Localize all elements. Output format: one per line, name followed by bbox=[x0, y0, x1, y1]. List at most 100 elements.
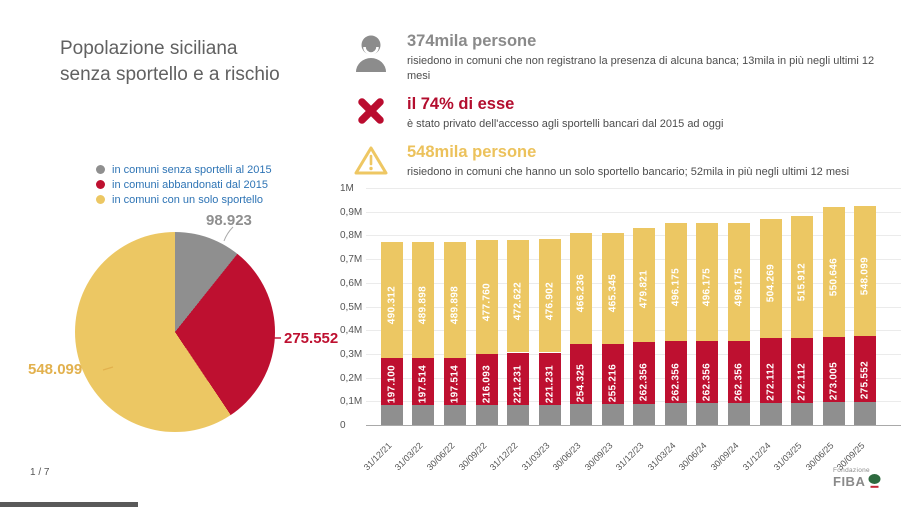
yellow-segment-value: 489.898 bbox=[417, 285, 429, 324]
red-segment-value: 221.231 bbox=[544, 364, 556, 403]
segment-senza-sportelli-2015 bbox=[854, 401, 877, 425]
pie-value-yellow: 548.099 bbox=[28, 361, 83, 378]
red-segment-value: 254.325 bbox=[575, 363, 587, 403]
yellow-segment-value: 489.898 bbox=[449, 285, 461, 324]
page-title-line1: Popolazione siciliana bbox=[60, 38, 238, 59]
yellow-segment-value: 479.821 bbox=[638, 270, 650, 309]
red-segment-value: 197.514 bbox=[449, 364, 461, 403]
y-axis-label: 0,7M bbox=[340, 254, 363, 266]
y-axis-label: 0 bbox=[340, 420, 346, 431]
x-icon bbox=[350, 95, 392, 132]
x-axis-line bbox=[366, 425, 901, 426]
legend-label: in comuni abbandonati dal 2015 bbox=[112, 178, 268, 191]
legend-dot bbox=[96, 180, 105, 189]
segment-senza-sportelli-2015 bbox=[791, 402, 814, 425]
red-segment-value: 272.112 bbox=[796, 362, 808, 401]
yellow-segment-value: 550.646 bbox=[828, 257, 840, 297]
segment-senza-sportelli-2015 bbox=[443, 404, 466, 425]
segment-abbandonati bbox=[412, 358, 435, 405]
segment-un-solo-sportello bbox=[443, 241, 466, 358]
red-segment-value: 262.356 bbox=[670, 362, 682, 402]
segment-abbandonati bbox=[759, 338, 782, 403]
legend-item: in comuni senza sportelli al 2015 bbox=[96, 162, 272, 177]
yellow-segment-value: 515.912 bbox=[796, 262, 808, 301]
y-axis-label: 0,9M bbox=[340, 206, 363, 218]
y-axis-label: 0,3M bbox=[340, 348, 363, 360]
bar-plot-area: 197.100 490.312 197.514 489.898 197.514 489.8… bbox=[366, 188, 901, 426]
red-segment-value: 221.231 bbox=[512, 364, 524, 403]
segment-un-solo-sportello bbox=[854, 206, 877, 337]
yellow-segment-value: 465.345 bbox=[607, 274, 619, 313]
y-axis-label: 0,4M bbox=[340, 325, 363, 337]
yellow-segment-value: 496.175 bbox=[670, 267, 682, 307]
red-segment-value: 262.356 bbox=[701, 362, 713, 402]
y-axis-label: 1M bbox=[340, 183, 354, 194]
pie-value-gray: 98.923 bbox=[206, 212, 252, 229]
segment-senza-sportelli-2015 bbox=[412, 404, 435, 425]
fiba-logo: Fondazione FIBA bbox=[833, 467, 881, 489]
stat-one-branch: 548mila persone risiedono in comuni che … bbox=[350, 143, 890, 180]
segment-senza-sportelli-2015 bbox=[538, 404, 561, 425]
segment-un-solo-sportello bbox=[696, 223, 719, 341]
yellow-segment-value: 496.175 bbox=[733, 267, 745, 307]
legend-dot bbox=[96, 195, 105, 204]
segment-senza-sportelli-2015 bbox=[601, 404, 624, 425]
segment-abbandonati bbox=[664, 341, 687, 404]
segment-un-solo-sportello bbox=[759, 218, 782, 339]
segment-abbandonati bbox=[443, 358, 466, 405]
segment-un-solo-sportello bbox=[538, 239, 561, 353]
segment-un-solo-sportello bbox=[822, 206, 845, 338]
page-indicator: 1 / 7 bbox=[30, 467, 50, 478]
red-segment-value: 197.514 bbox=[417, 364, 429, 403]
yellow-segment-value: 496.175 bbox=[701, 267, 713, 307]
yellow-segment-value: 476.902 bbox=[544, 281, 556, 320]
y-axis-label: 0,1M bbox=[340, 396, 363, 408]
yellow-segment-value: 466.236 bbox=[575, 274, 587, 313]
gridline bbox=[366, 188, 901, 189]
page-title: Popolazione siciliana senza sportello e … bbox=[60, 36, 280, 88]
segment-abbandonati bbox=[538, 352, 561, 405]
stat-heading: 548mila persone bbox=[407, 143, 537, 161]
segment-senza-sportelli-2015 bbox=[664, 403, 687, 425]
person-icon bbox=[350, 32, 392, 83]
y-axis-label: 0,5M bbox=[340, 301, 363, 313]
tree-icon bbox=[868, 474, 881, 488]
warning-icon bbox=[350, 143, 392, 180]
legend-label: in comuni con un solo sportello bbox=[112, 193, 264, 206]
yellow-segment-value: 548.099 bbox=[859, 257, 871, 296]
red-segment-value: 262.356 bbox=[733, 362, 745, 402]
segment-senza-sportelli-2015 bbox=[822, 402, 845, 425]
segment-abbandonati bbox=[822, 337, 845, 402]
segment-un-solo-sportello bbox=[570, 233, 593, 344]
page-title-line2: senza sportello e a rischio bbox=[60, 64, 280, 86]
legend-item: in comuni con un solo sportello bbox=[96, 192, 272, 207]
stat-deprived: il 74% di esse è stato privato dell'acce… bbox=[350, 95, 890, 132]
stat-no-bank: 374mila persone risiedono in comuni che … bbox=[350, 32, 890, 83]
segment-un-solo-sportello bbox=[507, 240, 529, 353]
segment-un-solo-sportello bbox=[728, 223, 750, 341]
segment-senza-sportelli-2015 bbox=[570, 404, 593, 425]
red-segment-value: 272.112 bbox=[765, 363, 776, 401]
legend-dot bbox=[96, 165, 105, 174]
y-axis-label: 0,8M bbox=[340, 230, 363, 242]
progress-bar[interactable] bbox=[0, 502, 138, 507]
legend-item: in comuni abbandonati dal 2015 bbox=[96, 177, 272, 192]
segment-senza-sportelli-2015 bbox=[380, 404, 403, 425]
stat-body: è stato privato dell'accesso agli sporte… bbox=[407, 118, 724, 130]
segment-senza-sportelli-2015 bbox=[475, 404, 498, 425]
segment-un-solo-sportello bbox=[601, 233, 624, 344]
red-segment-value: 255.216 bbox=[607, 363, 619, 403]
segment-un-solo-sportello bbox=[380, 241, 403, 359]
logo-text-main: FIBA bbox=[833, 474, 866, 489]
y-axis-label: 0,2M bbox=[340, 372, 363, 384]
segment-senza-sportelli-2015 bbox=[507, 404, 529, 425]
segment-abbandonati bbox=[601, 343, 624, 405]
yellow-segment-value: 490.312 bbox=[386, 285, 398, 324]
stacked-bar-chart: 197.100 490.312 197.514 489.898 197.514 489.8… bbox=[338, 182, 901, 492]
pie-chart bbox=[75, 232, 275, 432]
yellow-segment-value: 504.269 bbox=[765, 264, 776, 303]
stat-body: risiedono in comuni che non registrano l… bbox=[407, 55, 875, 82]
yellow-segment-value: 472.622 bbox=[512, 282, 524, 321]
red-segment-value: 216.093 bbox=[481, 364, 492, 403]
